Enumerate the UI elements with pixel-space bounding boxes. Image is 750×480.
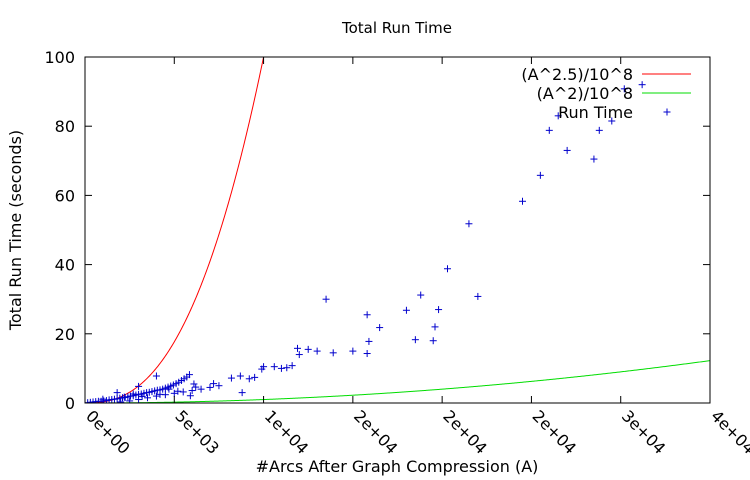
data-point: [99, 395, 107, 403]
axis-ticks: 0 20 40 60 80 100 0e+00 5e+03 1e+04 2e+04 2e+04 2e+…: [44, 48, 750, 458]
x-tick-label: 2e+04: [439, 406, 490, 457]
data-point: [245, 375, 253, 383]
data-point: [519, 197, 526, 205]
data-point: [283, 364, 291, 372]
x-axis-label: #Arcs After Graph Compression (A): [256, 457, 539, 476]
data-point: [465, 220, 473, 228]
data-point: [294, 344, 301, 352]
data-point: [185, 371, 193, 379]
data-point: [135, 382, 143, 390]
x-tick-label: 3e+04: [618, 406, 669, 457]
data-point: [206, 383, 214, 391]
y-tick-label: 20: [55, 325, 75, 344]
data-point: [431, 323, 439, 331]
legend-label: (A^2)/10^8: [537, 84, 633, 103]
data-point: [186, 392, 194, 400]
data-point: [190, 380, 198, 388]
data-point: [170, 389, 178, 397]
data-point: [138, 392, 146, 400]
y-tick-label: 40: [55, 256, 75, 275]
data-point: [554, 112, 562, 120]
y-tick-label: 80: [55, 117, 75, 136]
data-point: [363, 311, 371, 319]
data-point: [590, 155, 598, 163]
data-point: [179, 388, 187, 396]
data-point: [322, 295, 330, 303]
plot-frame: [84, 56, 711, 404]
data-point: [363, 350, 371, 358]
y-axis-label: Total Run Time (seconds): [6, 130, 25, 331]
data-point: [144, 394, 151, 402]
data-point: [152, 392, 160, 400]
data-point: [120, 393, 128, 401]
data-point: [260, 363, 268, 371]
data-point: [135, 396, 143, 403]
data-point: [474, 292, 482, 300]
data-point: [365, 337, 373, 345]
data-point: [117, 398, 125, 403]
chart-title: Total Run Time: [341, 19, 452, 37]
data-point: [236, 372, 244, 380]
data-point: [608, 117, 616, 125]
data-point: [545, 126, 553, 134]
x-tick-label: 2e+04: [350, 406, 401, 457]
data-point: [174, 387, 182, 395]
data-point: [313, 347, 321, 355]
data-point: [402, 306, 410, 314]
data-point: [444, 265, 451, 273]
data-point: [376, 324, 384, 332]
x-tick-label: 2e+04: [529, 406, 580, 457]
data-point: [113, 389, 121, 397]
y-tick-label: 100: [44, 48, 75, 67]
data-point: [435, 306, 443, 314]
data-point: [429, 337, 437, 345]
data-point: [188, 387, 196, 395]
y-tick-label: 60: [55, 186, 75, 205]
data-point: [417, 291, 425, 299]
data-point: [270, 363, 278, 371]
data-point: [349, 347, 357, 355]
series-line-1: [85, 360, 710, 403]
x-tick-label: 4e+04: [707, 406, 750, 457]
data-point: [126, 397, 134, 403]
y-tick-label: 0: [65, 394, 75, 413]
data-point: [227, 374, 235, 382]
data-point: [620, 85, 628, 93]
data-point: [304, 345, 312, 353]
x-tick-label: 5e+03: [171, 406, 222, 457]
data-point: [563, 146, 571, 154]
legend-label: (A^2.5)/10^8: [521, 65, 633, 84]
data-point: [595, 126, 603, 134]
data-point: [156, 390, 164, 398]
data-point: [295, 351, 303, 359]
series-line-0: [85, 57, 265, 403]
data-point: [536, 171, 544, 179]
x-tick-label: 1e+04: [261, 406, 312, 457]
data-point: [210, 380, 218, 388]
data-point: [288, 362, 296, 370]
data-point: [251, 373, 259, 381]
data-point: [165, 385, 173, 393]
data-point: [152, 372, 160, 380]
data-point: [192, 383, 200, 391]
data-point: [638, 81, 646, 89]
plot-area: [85, 57, 710, 403]
data-point: [197, 385, 205, 393]
data-point: [277, 364, 285, 372]
data-point: [411, 336, 419, 344]
data-point: [129, 390, 137, 398]
x-tick-label: 0e+00: [82, 406, 133, 457]
legend-label: Run Time: [558, 103, 633, 122]
data-point: [329, 349, 337, 357]
data-point: [238, 389, 246, 397]
data-point: [215, 382, 223, 390]
